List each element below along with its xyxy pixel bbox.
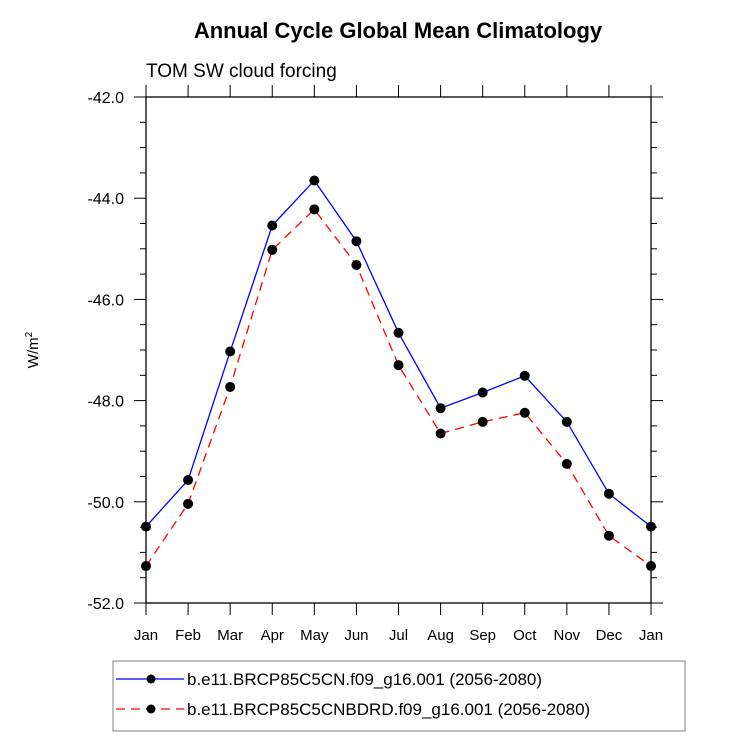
x-tick-label: Aug <box>427 627 454 644</box>
x-tick-label: Oct <box>513 627 537 644</box>
x-tick-label: Jan <box>134 627 158 644</box>
data-point <box>393 360 404 371</box>
chart-subtitle: TOM SW cloud forcing <box>146 61 337 82</box>
chart-title: Annual Cycle Global Mean Climatology <box>194 18 603 43</box>
y-axis-label-base: W/m <box>25 337 42 368</box>
legend-box <box>112 660 686 732</box>
series-line <box>145 208 652 567</box>
data-point <box>477 387 488 398</box>
data-point <box>309 175 320 186</box>
data-point <box>519 407 530 418</box>
data-point <box>646 521 656 532</box>
legend-label-2: b.e11.BRCP85C5CNBDRD.f09_g16.001 (2056-2… <box>187 700 590 719</box>
series-line <box>145 179 652 528</box>
data-point <box>435 428 446 439</box>
x-tick-label: Jun <box>344 627 368 644</box>
data-point <box>351 259 362 270</box>
y-axis-label: W/m2 <box>24 331 42 368</box>
data-point <box>477 416 488 427</box>
x-tick-label: May <box>300 627 329 644</box>
legend-marker-2 <box>146 704 156 714</box>
data-point <box>561 458 572 469</box>
data-point <box>561 416 572 427</box>
legend-marker-1 <box>146 674 156 684</box>
data-point <box>603 530 614 541</box>
x-tick-label: Apr <box>261 627 284 644</box>
y-tick-label: -42.0 <box>88 90 125 107</box>
y-axis-label-superscript: 2 <box>24 331 35 337</box>
x-tick-label: Nov <box>553 627 580 644</box>
data-point <box>183 498 194 509</box>
x-tick-label: Feb <box>175 627 201 644</box>
series-2 <box>141 204 656 572</box>
data-point <box>225 381 236 392</box>
data-point <box>183 475 194 486</box>
legend-label-1: b.e11.BRCP85C5CN.f09_g16.001 (2056-2080) <box>187 670 542 689</box>
data-point <box>646 561 656 572</box>
plot-frame <box>145 96 652 604</box>
data-point <box>267 220 278 231</box>
x-tick-label: Dec <box>596 627 623 644</box>
series-layer <box>141 175 656 572</box>
y-tick-label: -44.0 <box>88 191 125 208</box>
y-tick-label: -52.0 <box>88 596 125 613</box>
legend: b.e11.BRCP85C5CN.f09_g16.001 (2056-2080)… <box>112 660 686 732</box>
x-tick-label: Jan <box>639 627 663 644</box>
axes: -52.0 -50.0 -48.0 -46.0 -44.0 -42.0 Jan Feb Mar A… <box>88 85 663 644</box>
x-tick-label: Mar <box>217 627 243 644</box>
x-tick-label: Sep <box>469 627 496 644</box>
data-point <box>225 346 236 357</box>
data-point <box>393 327 404 338</box>
data-point <box>267 244 278 255</box>
series-1 <box>141 175 656 532</box>
x-tick-label: Jul <box>389 627 408 644</box>
data-point <box>141 561 151 572</box>
data-point <box>309 204 320 215</box>
data-point <box>435 403 446 414</box>
y-tick-label: -50.0 <box>88 495 125 512</box>
data-point <box>141 521 151 532</box>
y-tick-label: -46.0 <box>88 292 125 309</box>
data-point <box>603 488 614 499</box>
data-point <box>351 236 362 247</box>
data-point <box>519 370 530 381</box>
y-tick-label: -48.0 <box>88 394 125 411</box>
